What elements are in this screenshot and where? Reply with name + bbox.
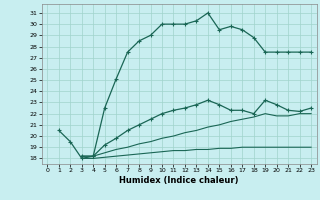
X-axis label: Humidex (Indice chaleur): Humidex (Indice chaleur) <box>119 176 239 185</box>
